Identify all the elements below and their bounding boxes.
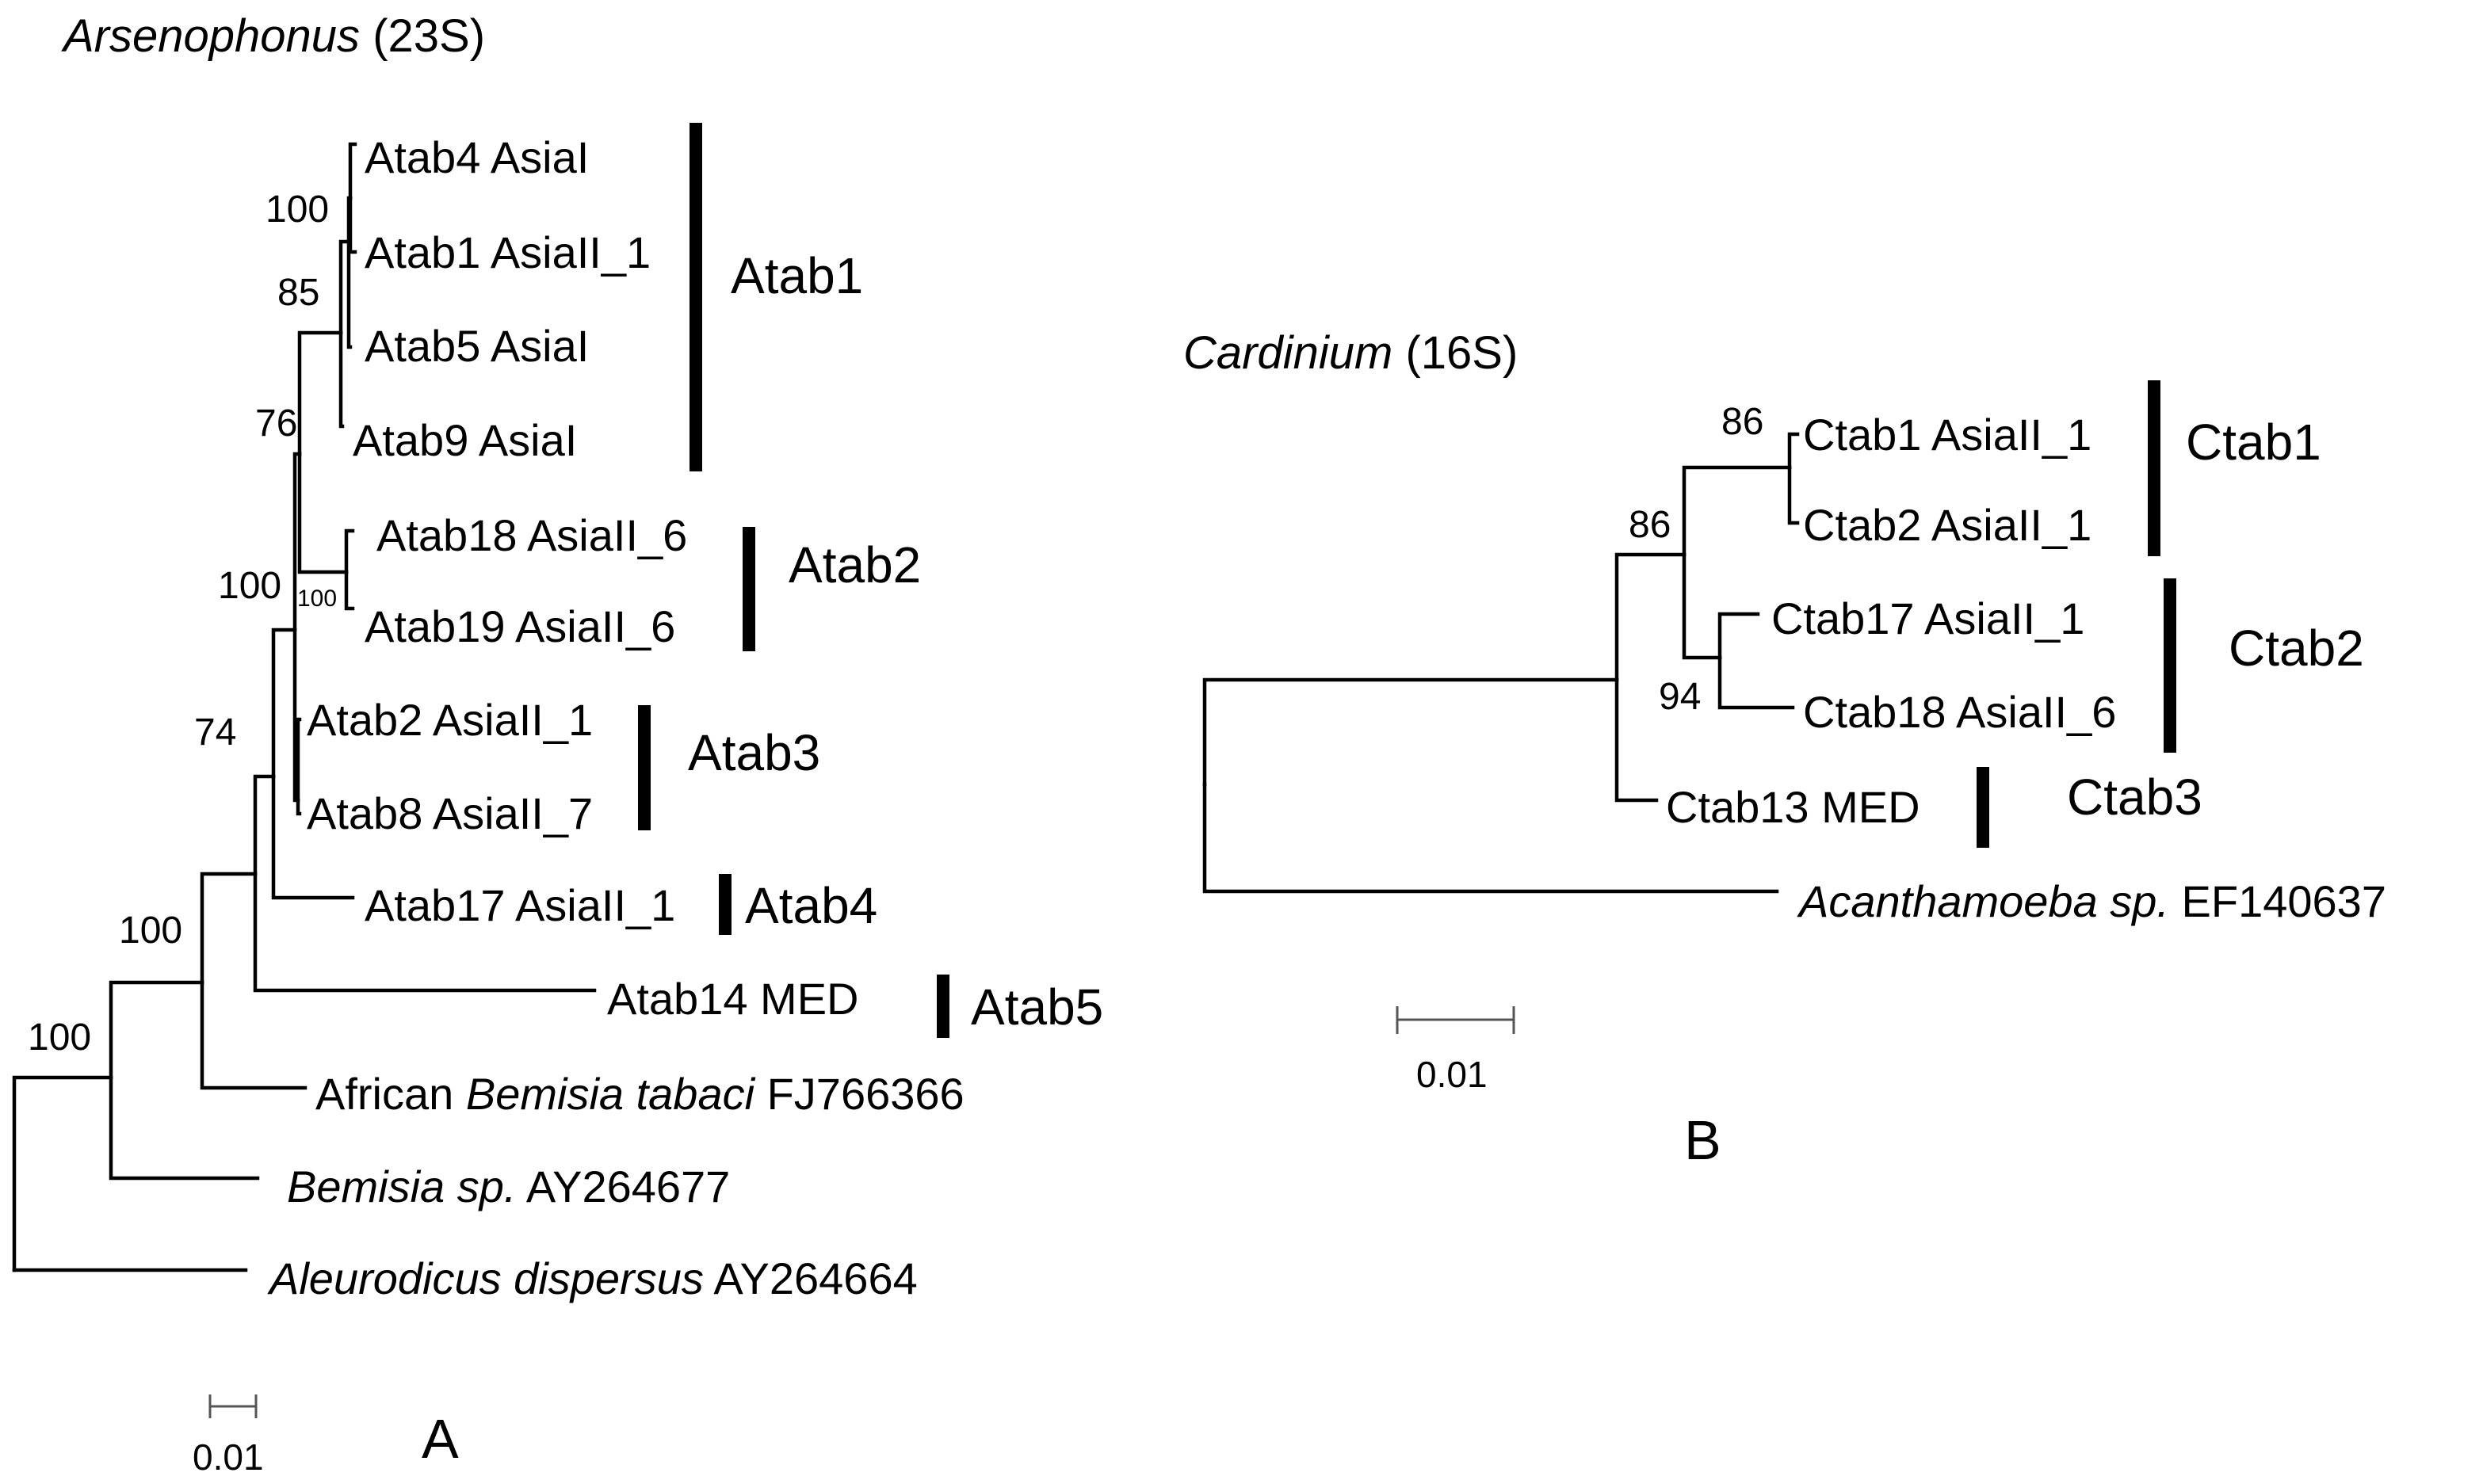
panel-label-b: B: [1684, 1109, 1721, 1171]
branch-atab17: [271, 774, 355, 900]
leaf-label: Atab1 AsiaII_1: [365, 227, 651, 277]
branch-root-upper: [12, 1075, 113, 1272]
branch-ctab18: [1717, 655, 1795, 710]
branch-ctab1: [1787, 432, 1800, 470]
branch-atab9: [338, 330, 345, 429]
panel-b: Cardinium (16S) Ctab1 AsiaII_1 Ctab2 Asi…: [1183, 327, 2386, 1171]
branch-atab14: [253, 872, 597, 993]
scale-bar-label: 0.01: [193, 1436, 264, 1478]
branch-n8: [338, 239, 351, 335]
leaf-label: Atab2 AsiaII_1: [307, 695, 593, 745]
branch-bemisia-sp: [109, 1075, 260, 1181]
group-label: Atab3: [688, 724, 820, 781]
bootstrap-value: 76: [255, 402, 297, 444]
panel-b-scale-bar: 0.01: [1396, 1006, 1515, 1095]
branch-acanthamoeba: [1202, 782, 1779, 894]
leaf-label: Bemisia sp. AY264677: [287, 1162, 730, 1211]
panel-b-tree-branches: [1202, 432, 1800, 894]
panel-a-group-bars: Atab1 Atab2 Atab3 Atab4 Atab5: [638, 123, 1103, 1038]
branch-atab2: [296, 717, 302, 803]
leaf-label: Ctab2 AsiaII_1: [1803, 500, 2091, 550]
bootstrap-value: 86: [1629, 504, 1671, 546]
group-label: Atab2: [789, 536, 921, 593]
scale-bar-label: 0.01: [1416, 1054, 1488, 1095]
branch-ctab2-clade: [1682, 552, 1722, 660]
leaf-label: Ctab1 AsiaII_1: [1803, 410, 2091, 460]
leaf-label: Aleurodicus dispersus AY264664: [267, 1253, 918, 1303]
branch-n3: [200, 872, 258, 985]
bootstrap-value: 94: [1659, 676, 1701, 718]
leaf-label: Ctab13 MED: [1666, 782, 1920, 832]
branch-atab8: [296, 798, 302, 816]
panel-a-bootstrap-values: 100 85 76 100 100 74 100 100: [28, 189, 337, 1059]
panel-b-bootstrap-values: 86 86 94: [1629, 401, 1763, 718]
branch-ctab17: [1717, 612, 1760, 660]
branch-n4: [253, 774, 276, 876]
bootstrap-value: 100: [119, 910, 182, 952]
branch-ctab2: [1787, 465, 1800, 525]
bootstrap-value: 85: [277, 272, 319, 314]
branch-ctab13: [1614, 677, 1659, 803]
leaf-label: Atab14 MED: [607, 974, 859, 1024]
branch-atab4: [348, 142, 357, 200]
group-label: Ctab3: [2067, 769, 2202, 826]
bootstrap-value: 100: [297, 586, 337, 612]
leaf-label: Atab19 AsiaII_6: [365, 601, 675, 651]
leaf-label: Ctab18 AsiaII_6: [1803, 687, 2116, 737]
branch-atab2-clade: [297, 452, 349, 574]
leaf-label: Atab8 AsiaII_7: [307, 788, 593, 838]
leaf-label: Ctab17 AsiaII_1: [1771, 593, 2084, 643]
leaf-label: African Bemisia tabaci FJ766366: [315, 1069, 965, 1119]
group-label: Ctab1: [2186, 414, 2321, 471]
scale-bar-line: [208, 1394, 258, 1418]
bootstrap-value: 74: [194, 711, 236, 753]
panel-b-group-bars: Ctab1 Ctab2 Ctab3: [1977, 380, 2364, 848]
group-label: Atab4: [745, 877, 877, 934]
panel-b-title: Cardinium (16S): [1183, 327, 1518, 379]
branch-root-ingroup: [1202, 677, 1619, 787]
bootstrap-value: 100: [218, 565, 281, 607]
leaf-label: Atab17 AsiaII_1: [365, 880, 675, 930]
leaf-label: Atab9 AsiaI: [353, 415, 577, 465]
branch-atab1: [348, 196, 357, 254]
branch-atab19: [344, 570, 355, 611]
group-label: Ctab2: [2229, 620, 2364, 677]
branch-ctab1-clade: [1682, 465, 1792, 557]
leaf-label: Atab5 AsiaI: [365, 321, 589, 371]
group-label: Atab1: [731, 247, 863, 304]
bootstrap-value: 100: [265, 189, 329, 231]
branch-african: [200, 980, 308, 1090]
branch-atab1-clade: [297, 330, 343, 456]
bootstrap-value: 100: [28, 1017, 91, 1059]
panel-a-tree-branches: [12, 142, 597, 1272]
group-label: Atab5: [971, 979, 1103, 1036]
panel-label-a: A: [422, 1408, 459, 1470]
branch-n2: [109, 980, 204, 1080]
branch-atab5: [346, 239, 353, 349]
branch-atab18: [344, 528, 355, 574]
panel-a-title: Arsenophonus (23S): [61, 10, 485, 62]
leaf-label: Atab18 AsiaII_6: [376, 510, 687, 560]
panel-a: Arsenophonus (23S): [12, 10, 1103, 1478]
panel-a-leaf-labels: Atab4 AsiaI Atab1 AsiaII_1 Atab5 AsiaI A…: [267, 132, 965, 1303]
bootstrap-value: 86: [1721, 401, 1763, 443]
branch-n5: [271, 628, 297, 779]
panel-a-scale-bar: 0.01: [193, 1394, 264, 1478]
panel-b-leaf-labels: Ctab1 AsiaII_1 Ctab2 AsiaII_1 Ctab17 Asi…: [1666, 410, 2386, 926]
branch-n2b: [1614, 552, 1687, 682]
leaf-label: Atab4 AsiaI: [365, 132, 589, 182]
leaf-label: Acanthamoeba sp. EF140637: [1797, 876, 2386, 926]
scale-bar-line: [1396, 1006, 1515, 1034]
